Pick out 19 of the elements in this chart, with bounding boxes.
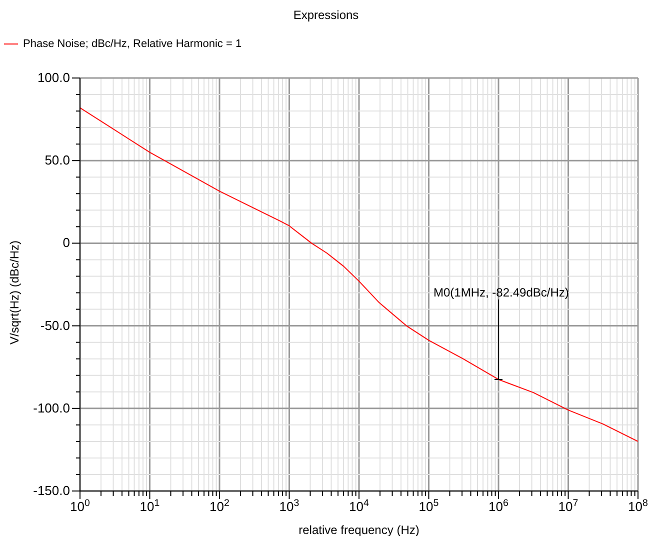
x-tick-label: 10$^{7}$: [558, 498, 578, 514]
x-tick-label: 10$^{4}$: [349, 498, 370, 514]
y-tick-label: -100.0: [33, 400, 70, 416]
x-tick-label: 10$^{5}$: [418, 498, 440, 514]
y-tick-label: 0: [62, 235, 70, 250]
legend-label: Phase Noise; dBc/Hz, Relative Harmonic = 1: [23, 38, 242, 50]
x-tick-label: 10$^{1}$: [140, 498, 160, 514]
x-tick-label: 10$^{0}$: [70, 498, 91, 514]
y-tick-label: 50.0: [44, 152, 70, 168]
y-tick-label: -150.0: [33, 483, 70, 498]
x-tick-label: 10$^{3}$: [279, 498, 300, 514]
x-tick-label: 10$^{8}$: [628, 498, 648, 514]
x-tick-label: 10$^{2}$: [210, 498, 230, 514]
y-tick-label: 100.0: [37, 70, 70, 85]
x-tick-label: 10$^{6}$: [488, 498, 508, 514]
y-tick-label: -50.0: [40, 318, 70, 333]
chart-title: Expressions: [292, 8, 360, 22]
annotation: M0(1MHz, -82.49dBc/Hz): [434, 285, 569, 300]
y-axis-title: V/sqrt(Hz) (dBc/Hz): [7, 240, 22, 344]
